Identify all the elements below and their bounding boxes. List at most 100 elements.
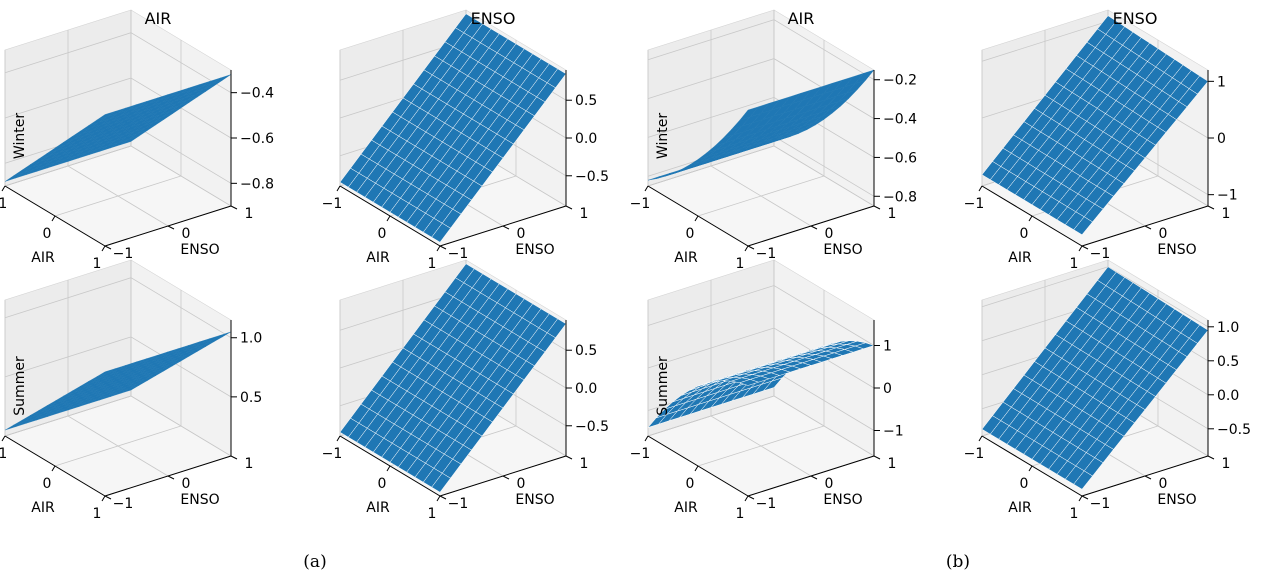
z-tick-label: 0.0 bbox=[575, 131, 597, 147]
surface-plots: −1−10011−0.8−0.6−0.4AIRENSOAIRWinter−1−1… bbox=[0, 9, 1251, 522]
z-tick-label: −0.6 bbox=[883, 150, 917, 166]
y-tick-label: −1 bbox=[756, 496, 777, 512]
x-tick-label: 0 bbox=[378, 226, 387, 242]
x-tick-label: 1 bbox=[93, 256, 102, 272]
x-axis-label: AIR bbox=[1008, 250, 1032, 266]
y-tick-label: 0 bbox=[517, 226, 526, 242]
z-tick-label: −0.5 bbox=[575, 419, 609, 435]
z-tick-label: −0.8 bbox=[240, 176, 274, 192]
y-tick-label: 0 bbox=[825, 476, 834, 492]
surface bbox=[647, 340, 875, 428]
x-axis-label: AIR bbox=[31, 500, 55, 516]
y-tick-label: −1 bbox=[448, 496, 469, 512]
z-tick-label: 0.0 bbox=[1217, 388, 1239, 404]
y-tick-label: 0 bbox=[1159, 226, 1168, 242]
y-axis-label: ENSO bbox=[823, 492, 862, 508]
surface-plot-5: −1 −1 0 0 1 1 0.5 1.0 AIR ENSO Summer bbox=[0, 259, 262, 522]
z-tick-label: 1.0 bbox=[1217, 320, 1239, 336]
x-tick-label: 0 bbox=[43, 476, 52, 492]
z-tick-label: 0.5 bbox=[240, 390, 262, 406]
panel-label-b: (b) bbox=[946, 552, 970, 572]
y-tick-label: −1 bbox=[1090, 496, 1111, 512]
y-tick-label: −1 bbox=[756, 246, 777, 262]
x-tick-label: 0 bbox=[686, 226, 695, 242]
x-tick-label: 1 bbox=[428, 506, 437, 522]
x-tick-label: 1 bbox=[1070, 506, 1079, 522]
surface-plot-8: −1 −1 0 0 1 1 −0.5 0.0 0.5 1.0 AIR ENSO bbox=[964, 259, 1251, 522]
z-tick-label: −1 bbox=[1217, 188, 1238, 204]
y-axis-label: ENSO bbox=[823, 242, 862, 258]
z-tick-label: −0.8 bbox=[883, 189, 917, 205]
y-tick-label: 1 bbox=[245, 456, 254, 472]
y-axis-label: ENSO bbox=[515, 492, 554, 508]
z-tick-label: 0 bbox=[1217, 131, 1226, 147]
z-tick-label: −0.4 bbox=[240, 86, 274, 102]
x-axis-label: AIR bbox=[366, 250, 390, 266]
y-tick-label: −1 bbox=[1090, 246, 1111, 262]
z-tick-label: 1.0 bbox=[240, 331, 262, 347]
z-tick-label: 0.5 bbox=[575, 93, 597, 109]
z-tick-label: 0.5 bbox=[575, 343, 597, 359]
x-axis-label: AIR bbox=[1008, 500, 1032, 516]
surface bbox=[4, 74, 232, 182]
z-tick-label: 0.5 bbox=[1217, 354, 1239, 370]
y-tick-label: 1 bbox=[580, 456, 589, 472]
subplot-title: AIR bbox=[788, 9, 815, 28]
y-tick-label: 1 bbox=[1222, 456, 1231, 472]
subplot-title: AIR bbox=[145, 9, 172, 28]
x-axis-label: AIR bbox=[674, 500, 698, 516]
y-tick-label: 1 bbox=[245, 206, 254, 222]
y-tick-label: −1 bbox=[113, 496, 134, 512]
y-tick-label: 1 bbox=[580, 206, 589, 222]
x-tick-label: 1 bbox=[736, 506, 745, 522]
surface-plot-6: −1 −1 0 0 1 1 −0.5 0.0 0.5 AIR ENSO bbox=[322, 259, 609, 522]
x-tick-label: 0 bbox=[378, 476, 387, 492]
subplot-title: ENSO bbox=[471, 9, 516, 28]
surface bbox=[647, 69, 875, 181]
row-label: Summer bbox=[655, 356, 671, 416]
surface-plot-2: −1 −1 0 0 1 1 −0.5 0.0 0.5 AIR ENSO ENSO bbox=[322, 9, 609, 272]
x-axis-label: AIR bbox=[674, 250, 698, 266]
x-tick-label: −1 bbox=[322, 196, 343, 212]
y-tick-label: 1 bbox=[888, 456, 897, 472]
x-axis-label: AIR bbox=[366, 500, 390, 516]
z-tick-label: 0.0 bbox=[575, 381, 597, 397]
surface-plot-7: −1 −1 0 0 1 1 −1 0 1 AIR ENSO Summer bbox=[630, 259, 904, 522]
row-label: Winter bbox=[12, 113, 28, 159]
y-tick-label: 0 bbox=[1159, 476, 1168, 492]
y-tick-label: 0 bbox=[182, 476, 191, 492]
x-tick-label: 1 bbox=[428, 256, 437, 272]
z-tick-label: 0 bbox=[883, 381, 892, 397]
z-tick-label: 1 bbox=[883, 339, 892, 355]
z-tick-label: −0.2 bbox=[883, 73, 917, 89]
y-tick-label: 0 bbox=[182, 226, 191, 242]
y-tick-label: 1 bbox=[888, 206, 897, 222]
x-tick-label: −1 bbox=[630, 196, 651, 212]
x-tick-label: −1 bbox=[630, 446, 651, 462]
surface bbox=[4, 331, 232, 431]
x-tick-label: −1 bbox=[0, 446, 7, 462]
z-tick-label: −0.6 bbox=[240, 131, 274, 147]
y-tick-label: 0 bbox=[517, 476, 526, 492]
x-tick-label: 0 bbox=[686, 476, 695, 492]
y-tick-label: −1 bbox=[113, 246, 134, 262]
x-tick-label: 0 bbox=[43, 226, 52, 242]
surface-plot-4: −1 −1 0 0 1 1 −1 0 1 AIR ENSO ENSO bbox=[964, 9, 1238, 272]
z-tick-label: −0.5 bbox=[1217, 422, 1251, 438]
surface bbox=[981, 15, 1209, 236]
y-axis-label: ENSO bbox=[1157, 242, 1196, 258]
x-tick-label: 0 bbox=[1020, 226, 1029, 242]
x-axis-label: AIR bbox=[31, 250, 55, 266]
y-tick-label: 1 bbox=[1222, 206, 1231, 222]
y-axis-label: ENSO bbox=[180, 492, 219, 508]
surface bbox=[339, 13, 567, 243]
surface bbox=[981, 266, 1209, 490]
x-tick-label: −1 bbox=[964, 196, 985, 212]
x-tick-label: 1 bbox=[1070, 256, 1079, 272]
y-tick-label: −1 bbox=[448, 246, 469, 262]
panel-label-a: (a) bbox=[303, 552, 326, 572]
y-axis-label: ENSO bbox=[180, 242, 219, 258]
row-label: Winter bbox=[655, 113, 671, 159]
x-tick-label: 1 bbox=[93, 506, 102, 522]
